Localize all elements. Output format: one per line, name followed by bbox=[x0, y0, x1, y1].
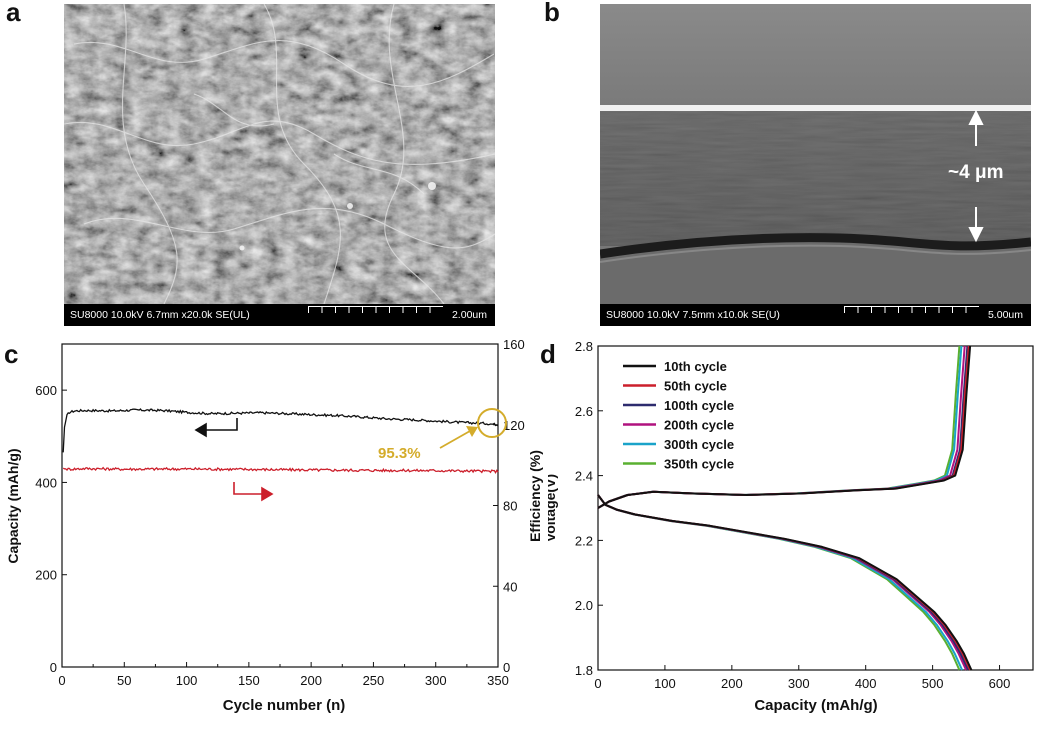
sem-texture-b bbox=[600, 4, 1031, 304]
scale-bar-a bbox=[308, 306, 443, 313]
y-right-tick-label: 0 bbox=[503, 660, 510, 675]
voltage-profile-chart: 0 100 200 300 400 500 600 1.8 2.0 2.2 2.4 2.6 2.8 1… bbox=[548, 340, 1034, 714]
sem-image-top-view: SU8000 10.0kV 6.7mm x20.0k SE(UL) 2.00um bbox=[64, 4, 495, 326]
legend: 10th cycle 50th cycle 100th cycle 200th cyc… bbox=[623, 359, 734, 472]
x-tick-label: 200 bbox=[300, 673, 322, 688]
x-tick-label: 600 bbox=[989, 676, 1011, 691]
y-right-tick-label: 120 bbox=[503, 418, 525, 433]
sem-info-text-b: SU8000 10.0kV 7.5mm x10.0k SE(U) bbox=[606, 309, 780, 321]
charge-curve-350th-cycle bbox=[597, 345, 961, 509]
x-tick-label: 100 bbox=[654, 676, 676, 691]
series-capacity-line bbox=[62, 408, 499, 453]
x-tick-label: 200 bbox=[721, 676, 743, 691]
efficiency-annotation: 95.3% bbox=[378, 445, 421, 462]
efficiency-axis-arrow bbox=[233, 482, 274, 502]
legend-label-350th-cycle: 350th cycle bbox=[664, 457, 734, 472]
series-efficiency-line bbox=[62, 466, 499, 475]
charge-curve-200th-cycle bbox=[597, 345, 966, 509]
x-tick-label: 500 bbox=[922, 676, 944, 691]
series-group bbox=[597, 345, 973, 671]
y-tick-label: 2.0 bbox=[575, 598, 593, 613]
y-axis-label: Voltage(V) bbox=[548, 474, 558, 542]
sem-info-bar-b: SU8000 10.0kV 7.5mm x10.0k SE(U) 5.00um bbox=[600, 304, 1031, 326]
discharge-curve-300th-cycle bbox=[597, 494, 964, 671]
y-tick-label: 2.4 bbox=[575, 469, 593, 484]
discharge-curve-50th-cycle bbox=[597, 494, 972, 671]
series-group bbox=[62, 408, 499, 475]
y-axis-right: 0 40 80 120 160 bbox=[493, 340, 525, 675]
x-tick-label: 100 bbox=[176, 673, 198, 688]
y-axis-left-label: Capacity (mAh/g) bbox=[5, 448, 21, 563]
x-axis: 0 50 100 150 200 250 300 350 bbox=[58, 662, 509, 688]
y-right-tick-label: 40 bbox=[503, 579, 517, 594]
annotation-arrow bbox=[439, 426, 478, 449]
x-tick-label: 0 bbox=[58, 673, 65, 688]
thickness-annotation: ~4 μm bbox=[948, 162, 1004, 183]
legend-label-50th-cycle: 50th cycle bbox=[664, 379, 727, 394]
charge-curve-10th-cycle bbox=[597, 345, 972, 509]
y-right-tick-label: 80 bbox=[503, 499, 517, 514]
charge-curve-300th-cycle bbox=[597, 345, 963, 509]
x-axis-label: Capacity (mAh/g) bbox=[754, 697, 877, 714]
discharge-curve-10th-cycle bbox=[597, 494, 973, 671]
y-left-tick-label: 600 bbox=[35, 383, 57, 398]
legend-label-200th-cycle: 200th cycle bbox=[664, 418, 734, 433]
plot-frame bbox=[597, 345, 1034, 671]
y-axis: 1.8 2.0 2.2 2.4 2.6 2.8 bbox=[575, 340, 603, 678]
y-left-tick-label: 0 bbox=[50, 660, 57, 675]
scale-label-a: 2.00um bbox=[451, 309, 487, 321]
panel-label-b: b bbox=[544, 0, 560, 27]
x-tick-label: 150 bbox=[238, 673, 260, 688]
x-tick-label: 50 bbox=[117, 673, 131, 688]
y-axis-left: 0 200 400 600 bbox=[35, 383, 67, 675]
legend-label-100th-cycle: 100th cycle bbox=[664, 398, 734, 413]
discharge-curve-100th-cycle bbox=[597, 494, 970, 671]
scale-bar-b bbox=[844, 306, 979, 313]
x-axis-label: Cycle number (n) bbox=[223, 697, 346, 714]
sem-info-text-a: SU8000 10.0kV 6.7mm x20.0k SE(UL) bbox=[70, 309, 250, 321]
sem-texture-a bbox=[64, 4, 495, 305]
cycling-performance-chart: 0 50 100 150 200 250 300 350 0 200 400 600 0 40 80 12… bbox=[5, 340, 525, 714]
x-tick-label: 400 bbox=[855, 676, 877, 691]
y-tick-label: 2.2 bbox=[575, 533, 593, 548]
panel-label-a: a bbox=[6, 0, 21, 27]
y-left-tick-label: 400 bbox=[35, 475, 57, 490]
y-tick-label: 2.6 bbox=[575, 404, 593, 419]
x-tick-label: 300 bbox=[788, 676, 810, 691]
x-axis: 0 100 200 300 400 500 600 bbox=[594, 665, 1010, 691]
highlight-circle bbox=[477, 408, 507, 438]
panel-label-c: c bbox=[4, 339, 19, 369]
capacity-axis-arrow bbox=[194, 418, 238, 438]
x-tick-label: 350 bbox=[487, 673, 509, 688]
panel-label-d: d bbox=[540, 339, 556, 369]
y-left-tick-label: 200 bbox=[35, 568, 57, 583]
legend-label-300th-cycle: 300th cycle bbox=[664, 437, 734, 452]
plot-frame bbox=[61, 343, 499, 668]
y-right-tick-label: 160 bbox=[503, 340, 525, 352]
sem-image-cross-section: ~4 μm SU8000 10.0kV 7.5mm x10.0k SE(U) 5… bbox=[600, 4, 1031, 326]
x-tick-label: 300 bbox=[425, 673, 447, 688]
legend-label-10th-cycle: 10th cycle bbox=[664, 359, 727, 374]
x-tick-label: 250 bbox=[363, 673, 385, 688]
scale-label-b: 5.00um bbox=[987, 309, 1023, 321]
sem-info-bar-a: SU8000 10.0kV 6.7mm x20.0k SE(UL) 2.00um bbox=[64, 304, 495, 326]
x-tick-label: 0 bbox=[594, 676, 601, 691]
discharge-curve-200th-cycle bbox=[597, 494, 968, 671]
discharge-curve-350th-cycle bbox=[597, 494, 961, 671]
y-tick-label: 1.8 bbox=[575, 663, 593, 678]
y-axis-right-label-visible: Efficiency (%) bbox=[527, 450, 543, 542]
y-tick-label: 2.8 bbox=[575, 340, 593, 354]
thickness-arrows bbox=[968, 109, 984, 243]
